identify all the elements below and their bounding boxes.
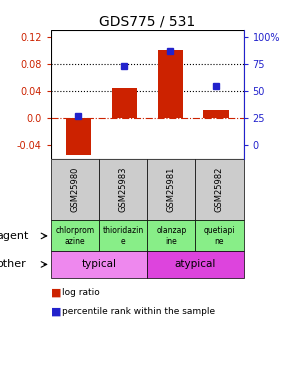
Bar xyxy=(51,251,147,278)
Text: chlorprom
azine: chlorprom azine xyxy=(55,226,95,246)
Text: GSM25981: GSM25981 xyxy=(167,167,176,212)
Text: agent: agent xyxy=(0,231,29,241)
Text: quetiapi
ne: quetiapi ne xyxy=(204,226,235,246)
Text: ■: ■ xyxy=(51,288,61,297)
Bar xyxy=(195,220,244,251)
Title: GDS775 / 531: GDS775 / 531 xyxy=(99,15,195,29)
Text: other: other xyxy=(0,260,26,269)
Bar xyxy=(51,159,99,220)
Bar xyxy=(99,220,147,251)
Text: GSM25982: GSM25982 xyxy=(215,167,224,212)
Bar xyxy=(51,220,99,251)
Bar xyxy=(99,159,147,220)
Bar xyxy=(157,50,183,118)
Bar xyxy=(147,159,195,220)
Bar xyxy=(147,220,195,251)
Text: atypical: atypical xyxy=(175,260,216,269)
Bar xyxy=(203,110,229,118)
Text: GSM25983: GSM25983 xyxy=(119,167,128,212)
Text: percentile rank within the sample: percentile rank within the sample xyxy=(62,307,215,316)
Text: thioridazin
e: thioridazin e xyxy=(102,226,144,246)
Bar xyxy=(66,118,91,155)
Text: log ratio: log ratio xyxy=(62,288,100,297)
Text: ■: ■ xyxy=(51,306,61,316)
Bar xyxy=(195,159,244,220)
Bar xyxy=(112,88,137,118)
Bar xyxy=(147,251,244,278)
Text: GSM25980: GSM25980 xyxy=(70,167,79,212)
Text: typical: typical xyxy=(81,260,117,269)
Text: olanzap
ine: olanzap ine xyxy=(156,226,186,246)
